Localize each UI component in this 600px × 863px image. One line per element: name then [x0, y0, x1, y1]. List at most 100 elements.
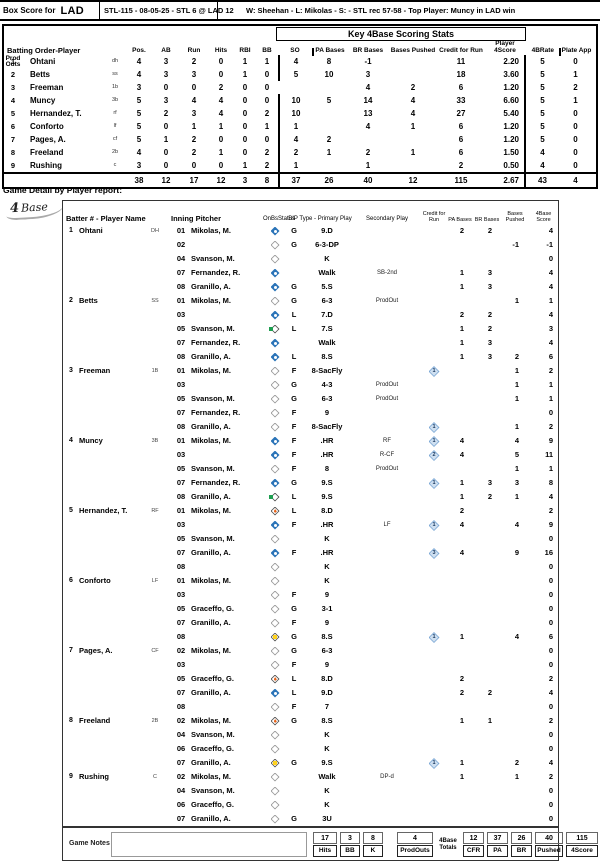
primary-play: 9: [324, 660, 330, 669]
col-batter-player-name: Batter # - Player Name: [66, 213, 146, 223]
onbase-status-out-icon: [270, 646, 281, 656]
stat-run: 2: [163, 109, 169, 118]
pa-bases-value: 2: [459, 688, 464, 697]
primary-play: 8-SacFly: [311, 422, 343, 431]
stat-plate-app: 5: [524, 94, 559, 107]
inning-number: 08: [176, 352, 186, 361]
box-score-row: 8 Freeland 2b 4 0 2 1 0 2 2 1 2 1 6 1.50 4 0: [4, 146, 596, 159]
4base-score-value: 0: [548, 730, 553, 739]
base-diamond-icon: [270, 366, 280, 376]
inning-number: 07: [176, 478, 186, 487]
credit-diamond-shape: [428, 632, 440, 643]
stat-br-bases: 5: [326, 96, 332, 105]
onbase-status-cell: [263, 240, 287, 250]
bip-type: G: [291, 604, 297, 613]
base-diamond-icon: [270, 604, 280, 614]
pitcher-name: Graceffo, G.: [191, 674, 234, 683]
box-score-title-cell: Box Score for LAD: [0, 2, 100, 19]
4base-score-value: 0: [548, 576, 553, 585]
credit-diamond-shape: [428, 548, 440, 559]
primary-play: 3U: [322, 814, 332, 823]
base-diamond-icon: [270, 436, 280, 446]
inning-number: 02: [176, 240, 186, 249]
primary-play: Walk: [318, 772, 336, 781]
detail-row: 05 Svanson, M. L 7.S 1 2 3: [63, 322, 558, 336]
bip-type: G: [291, 282, 297, 291]
col-pa-bases: PA Bases: [312, 47, 346, 56]
detail-row: 07 Fernandez, R. Walk SB-2nd 1 3 4: [63, 266, 558, 280]
pitcher-name: Svanson, M.: [191, 786, 235, 795]
footer-value-prodouts: 4: [397, 832, 433, 844]
bases-pushed-value: 1: [514, 366, 519, 375]
bip-type: F: [291, 450, 297, 459]
primary-play: K: [324, 562, 330, 571]
credit-for-run-diamond-icon: 1: [428, 436, 440, 447]
pitcher-name: Svanson, M.: [191, 254, 235, 263]
pa-bases-value: 2: [459, 226, 464, 235]
onbase-status-out-icon: [270, 800, 281, 810]
col-detail-credit-for-run: Credit for Run: [422, 210, 446, 223]
footer-label-pa: PA: [487, 845, 508, 857]
batter-name: Ohtani: [79, 226, 103, 235]
credit-for-run-value: 1: [432, 760, 436, 766]
4base-score-value: 2: [548, 716, 553, 725]
bip-type: F: [291, 408, 297, 417]
stat-hits: 3: [191, 70, 197, 79]
stat-prod-outs: 1: [573, 70, 578, 79]
base-diamond-icon: [270, 674, 280, 684]
base-diamond-icon: [270, 548, 280, 558]
detail-row: 05 Graceffo, G. G 3-1 0: [63, 602, 558, 616]
stat-so: 0: [264, 135, 270, 144]
footer-label-cfr: CFR: [463, 845, 484, 857]
onbase-status-cell: [263, 590, 287, 600]
detail-row: 08 G 8.S 1 1 4 6: [63, 630, 558, 644]
onbase-status-cell: [263, 744, 287, 754]
inning-number: 03: [176, 380, 186, 389]
credit-for-run-cell: 1: [421, 519, 447, 531]
onbase-status-scored-icon: [270, 436, 281, 446]
stat-ab: 5: [136, 135, 142, 144]
4base-score-value: 2: [548, 422, 553, 431]
col-bip-type-primary-play: BIP Type - Primary Play: [288, 216, 352, 223]
stat-pa-bases: 4: [278, 55, 312, 68]
onbase-status-out-icon: [270, 422, 281, 432]
stat-player-4score: 2: [458, 161, 464, 170]
stat-4brate: 2.20: [503, 57, 519, 66]
onbase-status-yellow-icon: [270, 758, 281, 768]
base-diamond-icon: [270, 716, 280, 726]
detail-row: 05 Svanson, M. K 0: [63, 532, 558, 546]
br-bases-value: 2: [487, 688, 492, 697]
batter-number: 9: [69, 773, 73, 780]
bip-type: G: [291, 478, 297, 487]
credit-diamond-shape: [428, 422, 440, 433]
bip-type: F: [291, 436, 297, 445]
footer-value-br: 26: [511, 832, 532, 844]
footer-value-4score: 115: [566, 832, 598, 844]
base-diamond-icon: [270, 534, 280, 544]
stat-bases-pushed: -1: [364, 57, 372, 66]
bases-pushed-value: 4: [514, 436, 519, 445]
batter-position: 1B: [151, 368, 159, 374]
4base-score-value: 0: [548, 254, 553, 263]
col-prod-outs: Prod Outs: [5, 54, 21, 69]
4base-score-value: 1: [548, 394, 553, 403]
footer-bar: Game Notes 17 Hits 3 BB 8 K 4 ProdOuts 4Base Tot…: [62, 827, 598, 861]
onbase-status-cell: [263, 436, 287, 446]
4base-score-value: 3: [548, 324, 553, 333]
stat-credit-for-run: 4: [410, 109, 416, 118]
bases-pushed-value: 1: [514, 394, 519, 403]
footer-group-cfr: 12 CFR: [463, 832, 484, 857]
primary-play: 6-3: [321, 296, 333, 305]
pa-bases-value: 2: [459, 506, 464, 515]
game-detail-rows: 1 Ohtani DH 01 Mikolas, M. G 9.D 2 2 4 02 G 6-3-DP -1…: [63, 224, 558, 826]
credit-for-run-value: 1: [432, 368, 436, 374]
col-secondary-play: Secondary Play: [365, 216, 409, 223]
stat-player-4score: 33: [456, 96, 466, 105]
game-notes-input[interactable]: [111, 832, 307, 857]
inning-number: 07: [176, 618, 186, 627]
inning-number: 02: [176, 716, 186, 725]
onbase-status-cell: [263, 604, 287, 614]
primary-play: 8.S: [321, 352, 333, 361]
game-detail-table: Batter # - Player Name Inning Pitcher On…: [62, 200, 559, 827]
stat-prod-outs: 0: [573, 122, 578, 131]
